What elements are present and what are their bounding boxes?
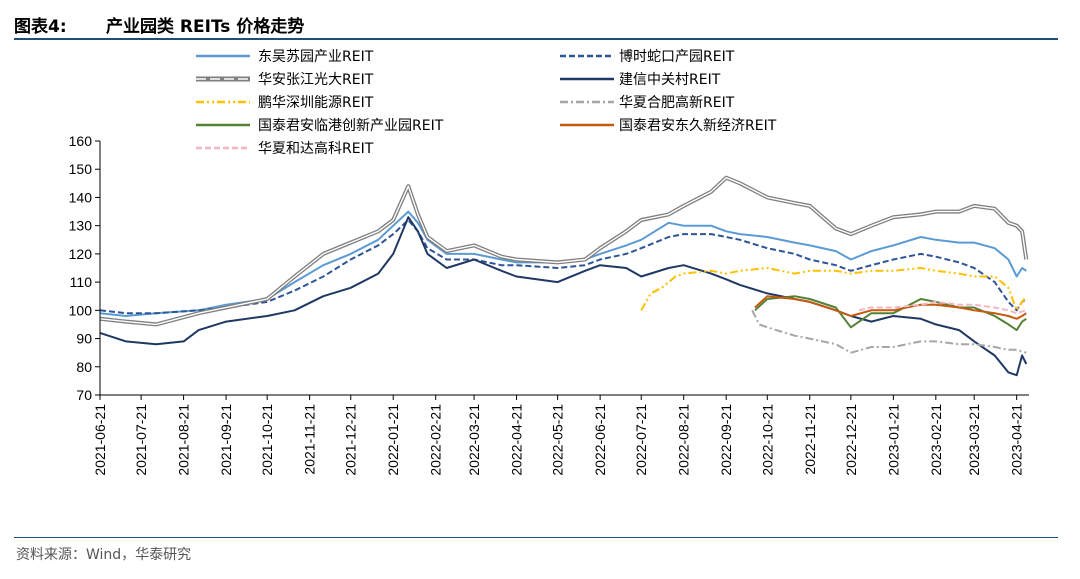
x-tick-label-2022-06-21: 2022-06-21 [592, 404, 608, 476]
legend: 东吴苏园产业REIT 博时蛇口产园REIT 华安张江光大REIT 建信中关村REIT 鹏… [196, 48, 777, 157]
x-tick-label-2021-08-21: 2021-08-21 [176, 404, 192, 476]
x-tick-label-2022-03-21: 2022-03-21 [466, 404, 482, 476]
legend-label-8: 华夏和达高科REIT [258, 140, 374, 157]
series-line-7 [754, 295, 1027, 320]
y-tick-label-70: 70 [76, 387, 92, 403]
legend-label-2: 华安张江光大REIT [258, 72, 374, 88]
x-tick-label-2021-10-21: 2021-10-21 [259, 404, 275, 476]
series-line-8 [858, 300, 1027, 315]
x-tick-label-2022-08-21: 2022-08-21 [676, 404, 692, 476]
legend-label-0: 东吴苏园产业REIT [258, 49, 374, 65]
x-tick-label-2022-05-21: 2022-05-21 [550, 404, 566, 476]
footer-divider [14, 537, 1058, 538]
figure-header: 图表4: 产业园类 REITs 价格走势 [14, 8, 1064, 37]
x-tick-label-2022-09-21: 2022-09-21 [718, 404, 734, 476]
y-tick-label-150: 150 [69, 161, 93, 177]
legend-label-6: 国泰君安临港创新产业园REIT [258, 118, 444, 134]
x-tick-label-2022-07-21: 2022-07-21 [633, 404, 649, 476]
x-tick-label-2023-02-21: 2023-02-21 [928, 404, 944, 476]
y-tick-label-100: 100 [69, 302, 93, 318]
x-tick-label-2023-01-21: 2023-01-21 [885, 404, 901, 476]
header-divider [14, 38, 1058, 40]
series-line-6 [754, 295, 1027, 332]
legend-label-7: 国泰君安东久新经济REIT [619, 118, 777, 134]
y-tick-label-110: 110 [70, 274, 93, 290]
legend-label-3: 建信中关村REIT [619, 72, 721, 88]
plot-series-group [99, 175, 1029, 377]
y-tick-label-140: 140 [69, 189, 93, 205]
x-tick-label-2021-11-21: 2021-11-21 [302, 404, 318, 475]
figure-label: 图表4: [14, 17, 67, 37]
x-tick-label-2021-09-21: 2021-09-21 [218, 404, 234, 476]
series-line-3 [99, 216, 1028, 377]
source-note: 资料来源：Wind，华泰研究 [16, 547, 192, 563]
series-line-2-inner [99, 177, 1027, 326]
x-tick-label-2021-12-21: 2021-12-21 [343, 404, 359, 476]
x-tick-label-2023-04-21: 2023-04-21 [1009, 404, 1025, 476]
price-line-chart: 70 80 90 100 110 120 130 140 150 160 2021-06-21 202… [69, 48, 1029, 476]
x-tick-label-2023-03-21: 2023-03-21 [966, 404, 982, 476]
series-line-1 [99, 219, 1027, 315]
y-tick-label-130: 130 [69, 218, 93, 234]
legend-label-4: 鹏华深圳能源REIT [258, 95, 374, 111]
x-tick-label-2022-04-21: 2022-04-21 [509, 404, 525, 476]
x-tick-label-2021-07-21: 2021-07-21 [133, 404, 149, 476]
y-tick-label-120: 120 [69, 246, 93, 262]
legend-label-5: 华夏合肥高新REIT [619, 94, 735, 111]
x-tick-label-2022-10-21: 2022-10-21 [759, 404, 775, 476]
x-tick-label-2021-06-21: 2021-06-21 [92, 404, 108, 476]
figure-title: 产业园类 REITs 价格走势 [106, 17, 305, 37]
axes-group: 70 80 90 100 110 120 130 140 150 160 2021-06-21 202… [69, 133, 1029, 476]
x-tick-label-2022-11-21: 2022-11-21 [802, 404, 818, 475]
x-tick-label-2022-02-21: 2022-02-21 [428, 404, 444, 476]
y-tick-label-160: 160 [69, 133, 93, 149]
x-tick-label-2022-12-21: 2022-12-21 [843, 404, 859, 476]
y-tick-label-90: 90 [76, 331, 92, 347]
legend-label-1: 博时蛇口产园REIT [619, 48, 735, 65]
series-line-0 [99, 210, 1027, 317]
y-tick-label-80: 80 [76, 359, 92, 375]
series-line-5 [751, 309, 1027, 354]
x-tick-label-2022-01-21: 2022-01-21 [385, 404, 401, 476]
